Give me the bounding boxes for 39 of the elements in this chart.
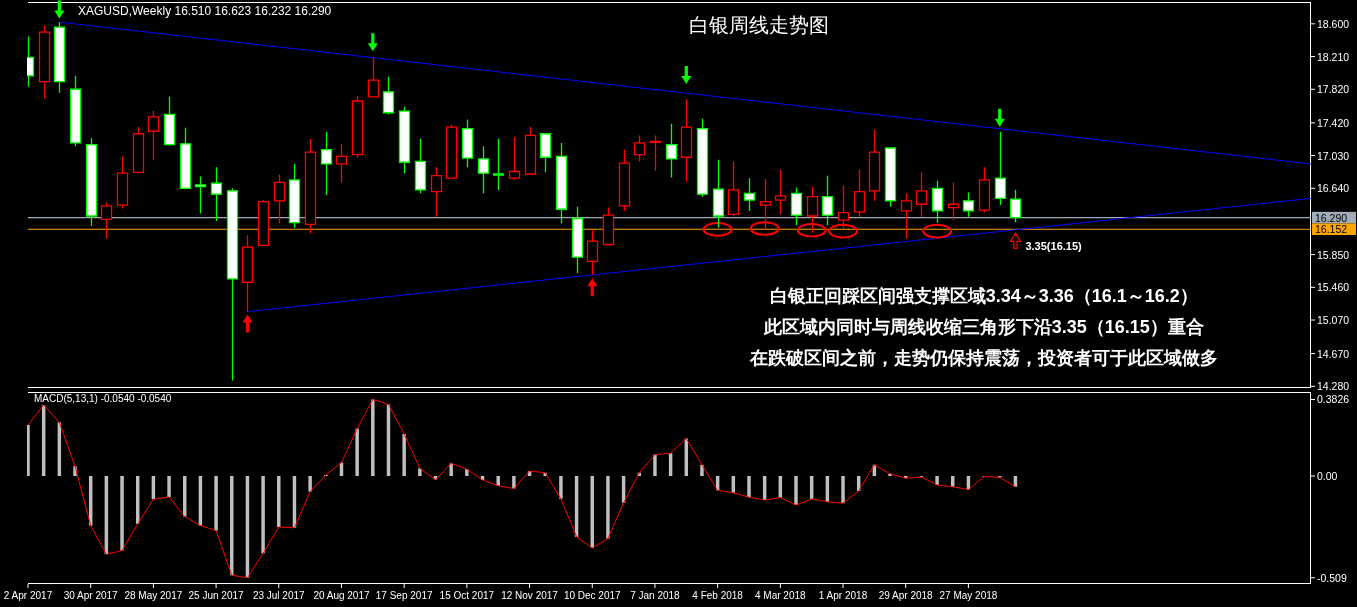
y-tick-label: 0.00	[1317, 470, 1338, 482]
y-tick-label: 17.820	[1317, 83, 1350, 96]
chart-subtitle: XAGUSD,Weekly 16.510 16.623 16.232 16.290	[78, 4, 332, 18]
y-tick-label: 18.210	[1317, 50, 1350, 63]
x-tick-label: 4 Mar 2018	[755, 590, 807, 601]
x-tick-label: 23 Jul 2017	[252, 590, 306, 601]
x-tick-label: 27 May 2018	[939, 590, 998, 601]
x-tick-label: 2 Apr 2017	[3, 590, 53, 601]
ref-line-label: 16.290	[1315, 211, 1348, 224]
y-tick-label: 18.600	[1317, 17, 1350, 30]
x-tick-label: 20 Aug 2017	[313, 590, 370, 601]
y-tick-label: 15.460	[1317, 281, 1350, 294]
y-tick-label: 14.670	[1317, 347, 1350, 360]
x-tick-label: 4 Feb 2018	[692, 590, 744, 601]
x-tick-label: 1 Apr 2018	[818, 590, 868, 601]
y-tick-label: -0.509	[1317, 571, 1347, 584]
y-tick-label: 14.280	[1317, 380, 1350, 393]
ref-line-label: 16.152	[1315, 223, 1348, 236]
annotation: 白银正回踩区间强支撑区域3.34～3.36（16.1～16.2）	[769, 286, 1198, 306]
x-tick-label: 29 Apr 2018	[878, 590, 934, 601]
y-tick-label: 17.420	[1317, 116, 1350, 129]
y-tick-label: 0.3826	[1317, 393, 1350, 406]
y-tick-label: 15.070	[1317, 314, 1350, 327]
x-tick-label: 12 Nov 2017	[501, 590, 559, 601]
y-tick-label: 17.030	[1317, 149, 1350, 162]
x-tick-label: 10 Dec 2017	[563, 590, 622, 601]
x-tick-label: 28 May 2017	[124, 590, 183, 601]
x-tick-label: 15 Oct 2017	[439, 590, 495, 601]
x-tick-label: 25 Jun 2017	[188, 590, 245, 601]
x-tick-label: 30 Apr 2017	[63, 590, 119, 601]
chart-title: MACD(5,13,1) -0.0540 -0.0540	[34, 393, 172, 404]
y-tick-label: 15.850	[1317, 248, 1350, 261]
x-tick-label: 7 Jan 2018	[630, 590, 681, 601]
annotation: 在跌破区间之前，走势仍保持震荡，投资者可于此区域做多	[748, 348, 1218, 368]
annotation: 此区域内同时与周线收缩三角形下沿3.35（16.15）重合	[762, 317, 1204, 337]
y-tick-label: 16.640	[1317, 182, 1350, 195]
x-tick-label: 17 Sep 2017	[375, 590, 433, 601]
annotation: 3.35(16.15)	[1025, 240, 1083, 253]
text: 白银周线走势图	[689, 14, 830, 36]
